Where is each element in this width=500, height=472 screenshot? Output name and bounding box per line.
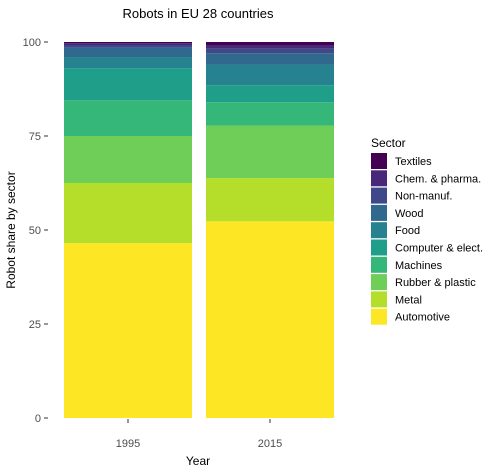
y-axis-title: Robot share by sector: [4, 171, 18, 288]
bar-segment-1995-rubber-plastic: [64, 136, 192, 183]
bar-segment-1995-chem-pharma-: [64, 43, 192, 46]
bar-segment-1995-computer-elect-: [64, 68, 192, 101]
x-tick-label: 1995: [116, 438, 140, 450]
legend-swatch: [371, 274, 387, 291]
x-axis: 1995 2015: [116, 419, 282, 450]
legend-swatch: [371, 187, 387, 204]
legend-swatch: [371, 308, 387, 325]
legend-label: Metal: [395, 294, 422, 306]
bar-segment-1995-machines: [64, 100, 192, 136]
legend-label: Non-manuf.: [395, 191, 452, 203]
legend-label: Automotive: [395, 312, 450, 324]
bar-segment-2015-rubber-plastic: [206, 125, 334, 179]
legend-swatch: [371, 170, 387, 187]
legend-swatch: [371, 222, 387, 239]
chart-title: Robots in EU 28 countries: [122, 6, 274, 21]
legend-label: Food: [395, 225, 420, 237]
legend-swatch: [371, 204, 387, 221]
bar-segment-1995-food: [64, 57, 192, 69]
bar-segment-2015-metal: [206, 178, 334, 222]
legend-label: Machines: [395, 260, 443, 272]
bar-segment-1995-textiles: [64, 42, 192, 44]
bars-group: [64, 42, 334, 418]
y-tick-label: 0: [35, 413, 41, 425]
x-axis-title: Year: [186, 454, 210, 468]
y-tick-label: 50: [29, 225, 41, 237]
bar-segment-2015-chem-pharma-: [206, 45, 334, 49]
legend: Textiles Chem. & pharma. Non-manuf. Wood Foo…: [371, 153, 483, 325]
legend-label: Wood: [395, 208, 424, 220]
legend-swatch: [371, 239, 387, 256]
y-tick-label: 75: [29, 131, 41, 143]
legend-label: Rubber & plastic: [395, 277, 476, 289]
bar-segment-2015-computer-elect-: [206, 85, 334, 103]
legend-label: Chem. & pharma.: [395, 173, 481, 185]
legend-swatch: [371, 291, 387, 308]
bar-segment-2015-machines: [206, 102, 334, 126]
legend-swatch: [371, 153, 387, 169]
bar-segment-1995-metal: [64, 183, 192, 244]
legend-label: Textiles: [395, 156, 432, 168]
bar-segment-2015-wood: [206, 53, 334, 65]
bar-segment-2015-food: [206, 64, 334, 86]
legend-label: Computer & elect.: [395, 243, 483, 255]
bar-segment-1995-non-manuf-: [64, 45, 192, 48]
bar-segment-1995-wood: [64, 47, 192, 58]
y-tick-label: 100: [23, 37, 41, 49]
y-axis: 0 25 50 75 100: [23, 37, 48, 425]
legend-swatch: [371, 256, 387, 273]
legend-title: Sector: [371, 136, 406, 150]
bar-segment-2015-textiles: [206, 42, 334, 46]
bar-segment-2015-non-manuf-: [206, 48, 334, 54]
bar-segment-2015-automotive: [206, 221, 334, 418]
y-tick-label: 25: [29, 319, 41, 331]
bar-segment-1995-automotive: [64, 243, 192, 418]
x-tick-label: 2015: [258, 438, 282, 450]
